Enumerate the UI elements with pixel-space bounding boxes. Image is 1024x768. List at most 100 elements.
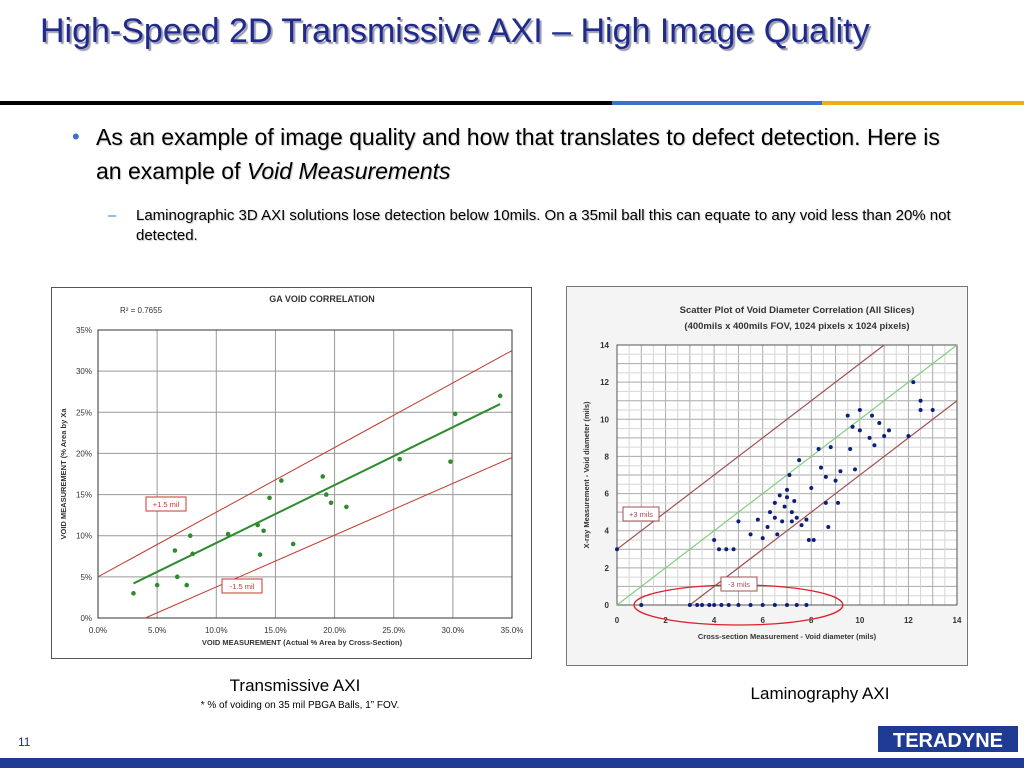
data-point: [717, 547, 721, 552]
data-point: [755, 517, 760, 522]
data-point: [772, 603, 777, 607]
chart-title: Scatter Plot of Void Diameter Correlatio…: [680, 305, 915, 316]
data-point: [823, 500, 828, 505]
y-tick-label: 0%: [80, 614, 92, 623]
x-tick-label: 4: [712, 616, 717, 625]
data-point: [700, 603, 704, 607]
chart-subtitle: (400mils x 400mils FOV, 1024 pixels x 10…: [684, 321, 909, 332]
data-point: [785, 603, 789, 607]
y-tick-label: 2: [605, 564, 610, 573]
title-underline-black: [0, 101, 612, 105]
data-point: [731, 547, 736, 552]
data-point: [777, 493, 782, 498]
band-label-box: [221, 578, 263, 594]
lower-band-line: [689, 400, 958, 606]
y-tick-label: 20%: [76, 449, 92, 458]
y-axis-label: X-ray Measurement - Void diameter (mils): [582, 401, 591, 548]
data-point: [870, 413, 874, 418]
data-point: [615, 547, 619, 552]
data-point: [872, 443, 877, 448]
data-point: [782, 504, 787, 509]
x-tick-label: 6: [760, 616, 765, 625]
data-point: [828, 445, 833, 450]
data-point: [695, 603, 700, 607]
data-point: [707, 603, 712, 607]
upper-band-line: [97, 350, 513, 578]
ga-void-correlation-chart: 0.0% 5.0% 10.0% 15.0% 20.0% 25.0% 30.0% 35.0% 0%…: [51, 287, 532, 659]
data-point: [785, 487, 789, 492]
band-label-box: [145, 496, 187, 512]
data-point: [804, 517, 809, 522]
data-point: [772, 515, 777, 520]
data-point: [261, 528, 266, 534]
data-point: [225, 531, 231, 537]
data-point: [811, 538, 816, 542]
band-label-box: [720, 576, 758, 592]
data-point: [172, 548, 178, 553]
data-point: [639, 603, 644, 607]
data-point: [736, 603, 741, 607]
x-tick-label: 0.0%: [89, 626, 107, 635]
caption-laminography: Laminography AXI: [750, 684, 890, 703]
y-tick-label: 10%: [76, 532, 92, 541]
data-point: [320, 474, 326, 479]
x-tick-label: 15.0%: [264, 626, 287, 635]
footer-bar: [0, 758, 1024, 768]
teradyne-logo: TERADYNE: [878, 726, 1018, 752]
data-point: [789, 519, 794, 524]
y-tick-label: 0: [605, 601, 610, 610]
data-point: [780, 519, 785, 524]
x-tick-label: 10.0%: [205, 626, 228, 635]
band-label-lower: -1.5 mil: [230, 582, 255, 591]
data-point: [838, 469, 843, 474]
data-point: [850, 424, 855, 429]
band-label-upper: +1.5 mil: [153, 500, 180, 509]
r-squared-label: R² = 0.7655: [120, 306, 163, 315]
x-tick-label: 35.0%: [501, 626, 524, 635]
data-point: [836, 500, 840, 505]
data-point: [930, 408, 935, 412]
y-tick-label: 25%: [76, 408, 92, 417]
data-point: [736, 519, 741, 524]
data-point: [789, 510, 794, 515]
upper-band-line: [616, 344, 885, 550]
data-point: [887, 428, 891, 433]
trend-line: [133, 403, 501, 585]
data-point: [794, 515, 799, 520]
data-point: [867, 435, 872, 440]
y-tick-label: 15%: [76, 491, 92, 500]
data-point: [787, 473, 792, 477]
band-label-lower: -3 mils: [728, 580, 750, 589]
data-point: [712, 603, 717, 607]
data-point: [853, 467, 857, 472]
data-point: [290, 541, 296, 547]
data-point: [187, 533, 193, 539]
y-tick-label: 4: [605, 527, 610, 536]
void-diameter-scatter-svg: 0 2 4 6 8 10 12 14 0 2 4 6 8 10 12 14 Scatter Plot of Vo…: [582, 305, 962, 641]
data-point: [748, 603, 753, 607]
data-point: [726, 603, 731, 607]
data-point: [131, 591, 136, 596]
caption-transmissive: Transmissive AXI: [229, 676, 361, 695]
data-point: [184, 582, 190, 588]
data-point: [452, 411, 458, 417]
lower-band-line: [145, 457, 513, 619]
data-point: [857, 408, 862, 412]
y-tick-label: 8: [605, 452, 610, 461]
title-underline-blue: [612, 101, 822, 105]
identity-line: [616, 344, 958, 606]
data-point: [823, 474, 828, 479]
x-tick-label: 25.0%: [382, 626, 405, 635]
data-point: [918, 398, 923, 403]
data-point: [255, 522, 260, 528]
data-point: [724, 547, 729, 552]
data-point: [772, 500, 777, 505]
data-point: [174, 574, 180, 580]
data-point: [748, 532, 753, 537]
y-tick-label: 6: [605, 490, 610, 499]
chart-title: GA VOID CORRELATION: [269, 294, 375, 304]
y-axis-label: VOID MEASUREMENT (% Area by Xa: [59, 408, 68, 540]
sub-bullet-text: Laminographic 3D AXI solutions lose dete…: [136, 207, 951, 244]
data-point: [857, 428, 862, 433]
x-axis-label: Cross-section Measurement - Void diamete…: [698, 632, 877, 641]
